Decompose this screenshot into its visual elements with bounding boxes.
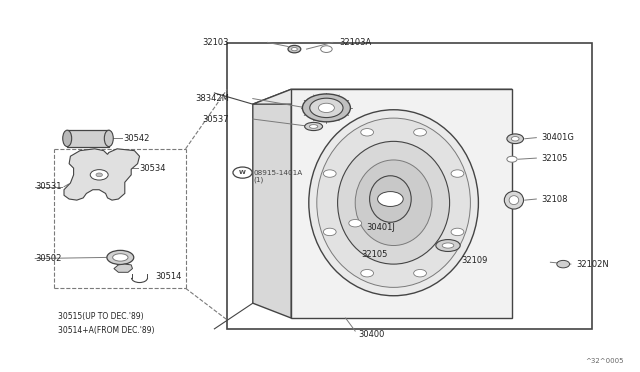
Circle shape [557,260,570,268]
Ellipse shape [113,254,128,261]
Circle shape [349,219,362,227]
Ellipse shape [317,118,470,287]
Circle shape [323,170,336,177]
Circle shape [451,170,464,177]
Circle shape [96,173,102,177]
Polygon shape [253,89,512,104]
Circle shape [361,129,374,136]
Ellipse shape [338,141,450,264]
Text: 32105: 32105 [362,250,388,259]
Polygon shape [64,149,140,200]
Circle shape [361,269,374,277]
Text: 32102N: 32102N [576,260,609,269]
Text: 30537: 30537 [202,115,229,124]
Ellipse shape [436,240,460,251]
Ellipse shape [302,94,351,122]
Ellipse shape [107,250,134,264]
Ellipse shape [310,125,318,128]
Ellipse shape [310,98,343,118]
Ellipse shape [288,45,301,53]
Circle shape [511,137,519,141]
Ellipse shape [370,176,412,222]
Circle shape [90,170,108,180]
Circle shape [413,129,426,136]
Text: 32103A: 32103A [339,38,371,47]
Text: 30531: 30531 [35,182,61,191]
Circle shape [413,269,426,277]
Text: 38342M: 38342M [195,94,229,103]
Text: W: W [239,170,246,175]
Polygon shape [291,89,512,318]
Ellipse shape [509,196,519,205]
Text: 08915-1401A: 08915-1401A [253,170,303,176]
Circle shape [233,167,252,178]
Ellipse shape [355,160,432,246]
Ellipse shape [504,191,524,209]
Bar [67,130,109,147]
Text: 30514+A(FROM DEC.'89): 30514+A(FROM DEC.'89) [58,326,154,335]
Text: ^32^0005: ^32^0005 [586,358,624,364]
Text: 30400: 30400 [358,330,385,339]
Text: 32105: 32105 [541,154,567,163]
Text: 30515(UP TO DEC.'89): 30515(UP TO DEC.'89) [58,312,143,321]
Text: 30401G: 30401G [541,133,573,142]
Circle shape [507,134,524,144]
Text: 30401J: 30401J [366,223,395,232]
Text: 30542: 30542 [123,134,149,143]
Text: 30514: 30514 [156,272,182,280]
Bar [227,43,592,329]
Text: 30534: 30534 [140,164,166,173]
Text: 32103: 32103 [202,38,228,47]
Circle shape [321,46,332,52]
Text: 32109: 32109 [461,256,487,265]
Circle shape [378,192,403,206]
Circle shape [323,228,336,235]
Ellipse shape [442,243,454,248]
Ellipse shape [305,122,323,131]
Ellipse shape [63,130,72,147]
Ellipse shape [104,130,113,147]
Text: (1): (1) [253,176,264,183]
Polygon shape [114,264,132,272]
Text: 32108: 32108 [541,195,567,203]
Polygon shape [253,89,291,318]
Circle shape [507,156,517,162]
Ellipse shape [319,103,334,112]
Text: 30502: 30502 [35,254,61,263]
Circle shape [451,228,464,235]
Ellipse shape [292,47,298,51]
Ellipse shape [308,110,479,296]
